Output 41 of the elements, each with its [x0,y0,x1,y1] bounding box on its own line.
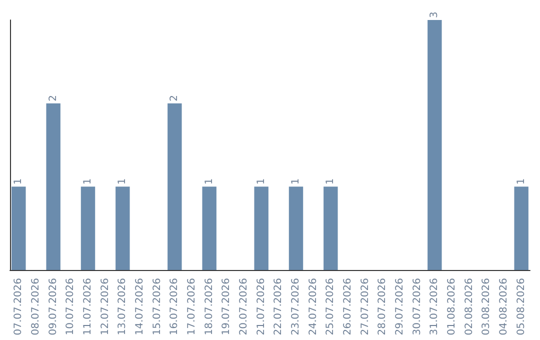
x-tick-label: 13.07.2026 [117,278,128,336]
x-tick-label: 04.08.2026 [498,278,510,336]
x-tick-label: 15.07.2026 [152,278,163,336]
x-tick-label: 27.07.2026 [360,278,371,336]
data-label: 1 [117,178,128,185]
x-tick-label: 23.07.2026 [290,278,302,336]
x-tick-label: 25.07.2026 [325,278,336,336]
x-tick-label: 05.08.2026 [516,278,527,336]
x-tick-label: 11.07.2026 [82,278,94,336]
x-tick-label: 14.07.2026 [134,278,146,336]
x-tick-label: 10.07.2026 [65,278,76,336]
x-tick-label: 08.07.2026 [30,278,42,336]
data-label: 1 [13,178,24,185]
x-tick-label: 21.07.2026 [256,278,267,336]
data-label: 1 [516,178,527,185]
x-tick-label: 26.07.2026 [342,278,354,336]
x-tick-label: 31.07.2026 [429,278,440,336]
data-label: 1 [290,178,302,185]
data-label: 1 [325,178,336,185]
x-tick-label: 29.07.2026 [394,278,406,336]
x-tick-label: 12.07.2026 [100,278,111,336]
data-label: 1 [204,178,215,185]
data-label: 2 [48,94,59,102]
x-tick-label: 07.07.2026 [13,278,24,336]
x-tick-label: 20.07.2026 [238,278,250,336]
x-tick-label: 19.07.2026 [221,278,232,336]
data-label: 2 [169,94,180,102]
x-tick-label: 03.08.2026 [481,278,492,336]
x-tick-label: 01.08.2026 [446,278,458,336]
x-tick-label: 17.07.2026 [186,278,198,336]
x-tick-label: 28.07.2026 [377,278,388,336]
x-tick-label: 30.07.2026 [412,278,423,336]
data-label: 1 [256,178,267,185]
x-tick-label: 02.08.2026 [464,278,475,336]
x-tick-label: 22.07.2026 [273,278,284,336]
data-label: 1 [82,178,94,185]
x-tick-label: 18.07.2026 [204,278,215,336]
x-tick-label: 09.07.2026 [48,278,59,336]
data-label: 3 [429,12,440,18]
x-tick-label: 16.07.2026 [169,278,180,336]
x-tick-label: 24.07.2026 [308,278,319,336]
